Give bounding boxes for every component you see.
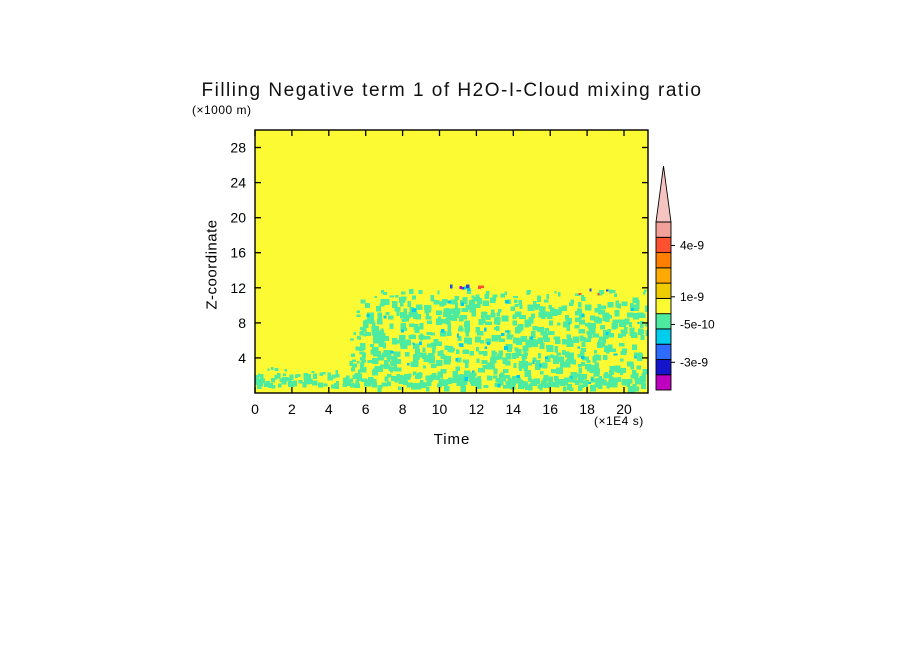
plot-background: [255, 130, 648, 393]
y-tick-label: 28: [230, 140, 246, 156]
x-tick-label: 12: [469, 401, 485, 417]
colorbar-label: 1e-9: [680, 290, 704, 304]
x-tick-label: 16: [542, 401, 558, 417]
x-tick-label: 18: [579, 401, 595, 417]
colorbar-segment: [655, 313, 672, 330]
y-tick-label: 20: [230, 210, 246, 226]
colorbar-segment: [655, 267, 672, 284]
colorbar-segment: [655, 236, 672, 254]
plot-frame: [254, 129, 649, 394]
x-tick-label: 20: [616, 401, 632, 417]
colorbar-segment: [655, 343, 672, 360]
colorbar-segment: [655, 328, 672, 345]
x-axis-title: Time: [433, 431, 471, 448]
colorbar-label: -5e-10: [680, 318, 715, 332]
y-tick-label: 8: [238, 315, 246, 331]
contour-field: [255, 284, 648, 393]
y-tick-label: 16: [230, 245, 246, 261]
colorbar-segment: [655, 374, 672, 391]
x-tick-label: 14: [506, 401, 522, 417]
x-axis-unit-label: (×1E4 s): [594, 414, 644, 428]
colorbar-segment: [655, 252, 672, 269]
x-tick-label: 2: [288, 401, 296, 417]
colorbar-arrow: [655, 165, 672, 223]
colorbar-segment: [655, 297, 672, 315]
colorbar-label: -3e-9: [680, 355, 708, 369]
y-axis-unit-label: (×1000 m): [192, 103, 252, 117]
y-tick-label: 4: [238, 350, 246, 366]
x-tick-label: 8: [399, 401, 407, 417]
x-tick-label: 10: [432, 401, 448, 417]
colorbar-segment: [655, 221, 672, 238]
colorbar-segment: [655, 282, 672, 299]
contour-plot: 0 2 4 6 8 10 12 14 16 18 20 4 8 12 16 20 24 28: [180, 120, 700, 430]
colorbar-svg: 4e-9 1e-9 -5e-10 -3e-9: [655, 165, 715, 391]
y-tick-label: 12: [230, 280, 246, 296]
x-tick-label: 6: [362, 401, 370, 417]
colorbar-label: 4e-9: [680, 239, 704, 253]
x-tick-label: 4: [325, 401, 333, 417]
colorbar: 4e-9 1e-9 -5e-10 -3e-9: [652, 160, 762, 400]
chart-title: Filling Negative term 1 of H2O-I-Cloud m…: [201, 80, 703, 101]
x-tick-label: 0: [251, 401, 259, 417]
y-tick-label: 24: [230, 175, 246, 191]
colorbar-segment: [655, 359, 672, 376]
